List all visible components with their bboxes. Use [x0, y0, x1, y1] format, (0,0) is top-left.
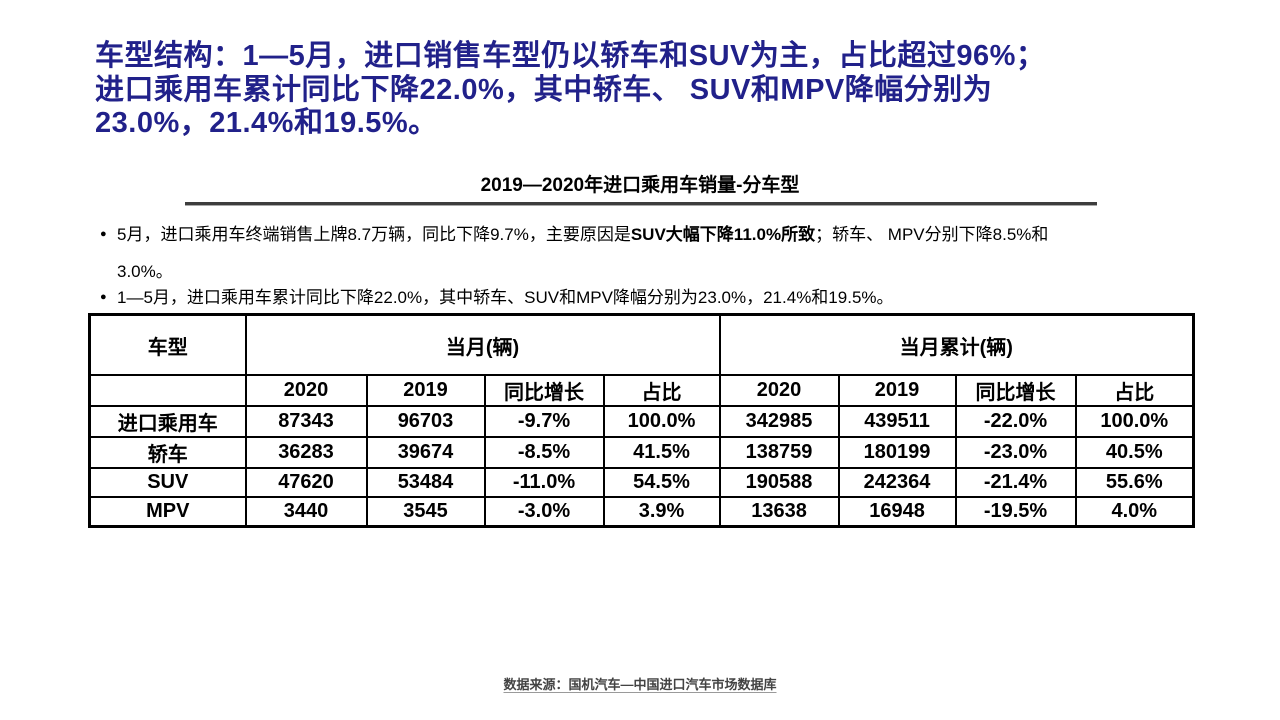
table-cell: 53484 [365, 467, 486, 498]
bullet-marker-icon: ● [100, 291, 107, 303]
table-cell: 39674 [365, 436, 486, 469]
table-row: MPV 3440 3545 -3.0% 3.9% 13638 16948 -19.5% 4.0% [88, 496, 1195, 528]
sub-header-2019-cumulative: 2019 [837, 374, 957, 407]
table-cell: 342985 [718, 405, 840, 438]
title-underline-rule [185, 202, 1097, 206]
table-group-header-row: 车型 当月(辆) 当月累计(辆) [88, 313, 1195, 376]
row-header-cell: SUV [88, 467, 247, 498]
data-source-note: 数据来源：国机汽车—中国进口汽车市场数据库 [0, 674, 1280, 693]
bullet-line: 5月，进口乘用车终端销售上牌8.7万辆，同比下降9.7%，主要原因是SUV大幅下… [117, 216, 1190, 253]
table-cell: -11.0% [483, 467, 605, 498]
table-cell: 4.0% [1074, 496, 1195, 528]
table-body: 进口乘用车 87343 96703 -9.7% 100.0% 342985 439511 -2… [88, 405, 1195, 528]
table-row: SUV 47620 53484 -11.0% 54.5% 190588 242364 -21.… [88, 467, 1195, 498]
table-cell: 54.5% [602, 467, 721, 498]
sub-header-share-month: 占比 [602, 374, 721, 407]
table-cell: 3.9% [602, 496, 721, 528]
table-cell: 87343 [244, 405, 368, 438]
table-cell: 41.5% [602, 436, 721, 469]
table-sub-header-row: 2020 2019 同比增长 占比 2020 2019 同比增长 占比 [88, 374, 1195, 407]
table-cell: -9.7% [483, 405, 605, 438]
table-cell: 180199 [837, 436, 957, 469]
table-cell: 3545 [365, 496, 486, 528]
bullet-list: ● 5月，进口乘用车终端销售上牌8.7万辆，同比下降9.7%，主要原因是SUV大幅… [100, 216, 1190, 316]
bullet-marker-icon: ● [100, 228, 107, 240]
bullet-text-segment: SUV大幅下降11.0%所致 [630, 225, 816, 244]
sub-header-share-cumulative: 占比 [1074, 374, 1195, 407]
table-cell: 100.0% [602, 405, 721, 438]
bullet-item: ● 5月，进口乘用车终端销售上牌8.7万辆，同比下降9.7%，主要原因是SUV大幅… [100, 216, 1190, 290]
table-cell: -22.0% [954, 405, 1077, 438]
table-cell: 190588 [718, 467, 840, 498]
table-cell: 40.5% [1074, 436, 1195, 469]
row-header-cell: MPV [88, 496, 247, 528]
column-group-cumulative: 当月累计(辆) [718, 313, 1195, 376]
slide-title-line-2: 进口乘用车累计同比下降22.0%，其中轿车、 SUV和MPV降幅分别为 [95, 73, 993, 106]
bullet-text-segment: 5月，进口乘用车终端销售上牌8.7万辆，同比下降9.7%，主要原因是 [117, 225, 631, 244]
table-cell: -21.4% [954, 467, 1077, 498]
data-source-text: 数据来源：国机汽车—中国进口汽车市场数据库 [503, 677, 777, 692]
table-cell: 100.0% [1074, 405, 1195, 438]
table-row: 轿车 36283 39674 -8.5% 41.5% 138759 180199 -23.0%… [88, 436, 1195, 469]
table-cell: -23.0% [954, 436, 1077, 469]
bullet-text-segment: ；轿车、 MPV分别下降8.5%和 [815, 225, 1049, 244]
table-cell: 242364 [837, 467, 957, 498]
slide-title: 车型结构：1—5月，进口销售车型仍以轿车和SUV为主，占比超过96%； 进口乘用… [95, 40, 1205, 141]
table-cell: 96703 [365, 405, 486, 438]
bullet-text-segment: 3.0%。 [117, 262, 173, 281]
table-cell: -8.5% [483, 436, 605, 469]
table-cell: 16948 [837, 496, 957, 528]
sub-header-yoy-month: 同比增长 [483, 374, 605, 407]
column-group-current-month: 当月(辆) [244, 313, 721, 376]
bullet-text-segment: 1—5月，进口乘用车累计同比下降22.0%，其中轿车、SUV和MPV降幅分别为2… [117, 288, 894, 307]
table-cell: 36283 [244, 436, 368, 469]
bullet-item: ● 1—5月，进口乘用车累计同比下降22.0%，其中轿车、SUV和MPV降幅分别为… [100, 279, 1190, 316]
row-header-cell: 进口乘用车 [88, 405, 247, 438]
sub-header-yoy-cumulative: 同比增长 [954, 374, 1077, 407]
table-cell: 3440 [244, 496, 368, 528]
sales-table: 车型 当月(辆) 当月累计(辆) 2020 2019 同比增长 占比 2020 … [88, 313, 1196, 528]
table-row: 进口乘用车 87343 96703 -9.7% 100.0% 342985 439511 -2… [88, 405, 1195, 438]
table-cell: -3.0% [483, 496, 605, 528]
sub-header-2019-month: 2019 [365, 374, 486, 407]
table-cell: 47620 [244, 467, 368, 498]
table-cell: 55.6% [1074, 467, 1195, 498]
bullet-line: 3.0%。 [117, 253, 1190, 290]
slide-title-line-3: 23.0%，21.4%和19.5%。 [95, 107, 438, 139]
table-cell: 138759 [718, 436, 840, 469]
column-header-vehicle-type: 车型 [88, 313, 247, 376]
bullet-line: 1—5月，进口乘用车累计同比下降22.0%，其中轿车、SUV和MPV降幅分别为2… [117, 279, 1190, 316]
sub-header-empty [88, 374, 247, 407]
table-title: 2019—2020年进口乘用车销量-分车型 [480, 175, 800, 196]
table-cell: 439511 [837, 405, 957, 438]
slide-title-line-1: 车型结构：1—5月，进口销售车型仍以轿车和SUV为主，占比超过96%； [95, 40, 1046, 72]
sub-header-2020-cumulative: 2020 [718, 374, 840, 407]
table-cell: -19.5% [954, 496, 1077, 528]
row-header-cell: 轿车 [88, 436, 247, 469]
sub-header-2020-month: 2020 [244, 374, 368, 407]
table-cell: 13638 [718, 496, 840, 528]
